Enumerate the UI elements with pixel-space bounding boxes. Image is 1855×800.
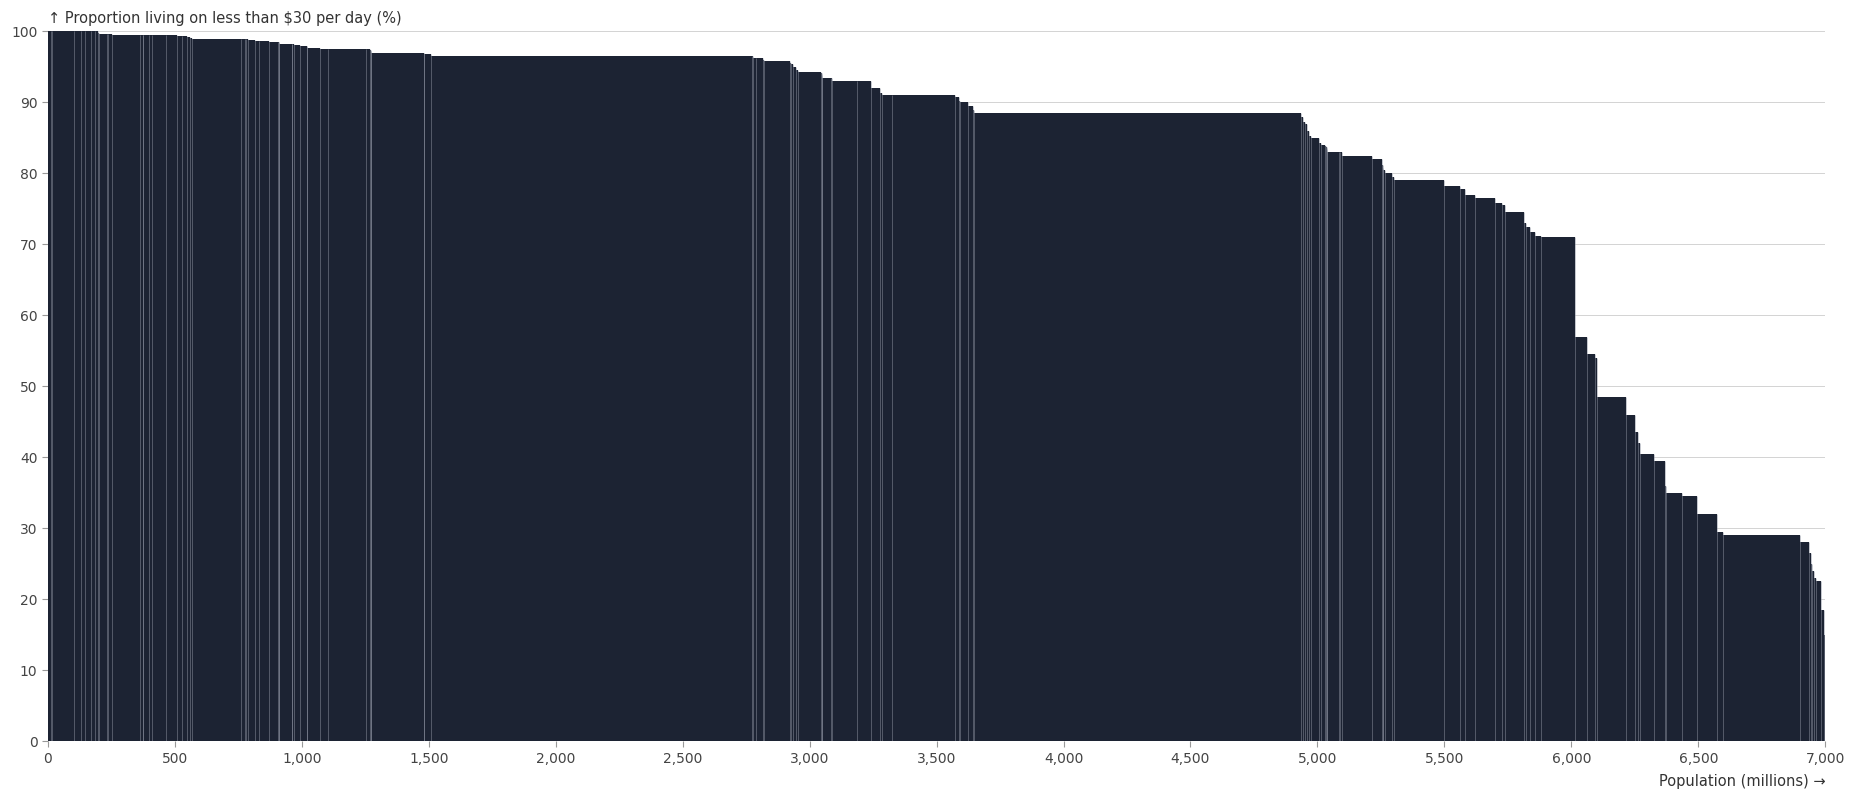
Bar — [1503, 206, 1504, 741]
Bar — [1319, 143, 1321, 741]
Bar — [1460, 189, 1464, 741]
Bar — [98, 34, 106, 741]
Bar — [1810, 571, 1814, 741]
Bar — [1321, 145, 1324, 741]
Bar — [1540, 238, 1573, 741]
Bar — [831, 81, 857, 741]
Bar — [1640, 454, 1653, 741]
Bar — [1820, 610, 1823, 741]
Bar — [1391, 177, 1393, 741]
Bar — [1310, 138, 1319, 741]
Bar — [1443, 186, 1460, 741]
Bar — [423, 54, 430, 741]
Bar — [790, 64, 792, 741]
Bar — [1302, 122, 1304, 741]
Bar — [1809, 553, 1810, 741]
Bar — [1371, 159, 1382, 741]
Bar — [1308, 137, 1310, 741]
Bar — [80, 31, 85, 741]
Bar — [792, 67, 796, 741]
Bar — [755, 58, 762, 741]
Bar — [1504, 213, 1523, 741]
Bar — [764, 62, 788, 741]
Bar — [1593, 358, 1597, 741]
Bar — [148, 35, 152, 741]
Bar — [52, 31, 74, 741]
Bar — [249, 40, 254, 741]
Bar — [278, 43, 291, 741]
Bar — [187, 37, 189, 741]
Bar — [822, 78, 831, 741]
Bar — [1681, 496, 1697, 741]
Bar — [301, 46, 306, 741]
Bar — [1697, 514, 1716, 741]
Bar — [857, 81, 870, 741]
Bar — [74, 31, 80, 741]
Bar — [258, 41, 269, 741]
Bar — [152, 35, 167, 741]
Bar — [959, 102, 966, 741]
Bar — [1475, 198, 1493, 741]
Bar — [1464, 194, 1475, 741]
Bar — [1384, 174, 1391, 741]
Bar — [1530, 231, 1534, 741]
Bar — [753, 58, 755, 741]
Bar — [870, 88, 879, 741]
Bar — [108, 34, 113, 741]
Bar — [319, 49, 326, 741]
Bar — [1666, 493, 1681, 741]
Bar — [254, 41, 258, 741]
Bar — [1573, 337, 1586, 741]
Bar — [798, 72, 820, 741]
Bar — [106, 34, 108, 741]
Bar — [1525, 226, 1530, 741]
Bar — [1721, 535, 1799, 741]
Bar — [1653, 461, 1664, 741]
Bar — [48, 31, 50, 741]
Bar — [191, 38, 241, 741]
Bar — [1326, 152, 1339, 741]
Bar — [326, 49, 365, 741]
Bar — [1634, 433, 1636, 741]
X-axis label: Population (millions) →: Population (millions) → — [1658, 774, 1823, 789]
Bar — [1799, 542, 1809, 741]
Bar — [1814, 582, 1820, 741]
Bar — [892, 95, 955, 741]
Bar — [95, 31, 98, 741]
Bar — [91, 31, 95, 741]
Bar — [269, 42, 278, 741]
Bar — [113, 35, 139, 741]
Bar — [143, 35, 148, 741]
Bar — [430, 56, 751, 741]
Bar — [881, 95, 892, 741]
Bar — [1586, 354, 1593, 741]
Bar — [966, 106, 972, 741]
Bar — [245, 39, 249, 741]
Bar — [306, 48, 319, 741]
Bar — [189, 38, 191, 741]
Bar — [241, 38, 245, 741]
Bar — [1534, 236, 1540, 741]
Bar — [1636, 443, 1640, 741]
Bar — [371, 53, 423, 741]
Bar — [1716, 532, 1721, 741]
Bar — [1341, 156, 1371, 741]
Bar — [1625, 414, 1634, 741]
Bar — [1393, 181, 1443, 741]
Bar — [139, 35, 143, 741]
Bar — [796, 70, 798, 741]
Bar — [974, 113, 1300, 741]
Text: ↑ Proportion living on less than $30 per day (%): ↑ Proportion living on less than $30 per… — [48, 11, 401, 26]
Bar — [167, 35, 178, 741]
Bar — [85, 31, 91, 741]
Bar — [1597, 397, 1625, 741]
Bar — [178, 36, 182, 741]
Bar — [955, 97, 959, 741]
Bar — [365, 49, 369, 741]
Bar — [293, 45, 301, 741]
Bar — [1493, 203, 1503, 741]
Bar — [182, 37, 187, 741]
